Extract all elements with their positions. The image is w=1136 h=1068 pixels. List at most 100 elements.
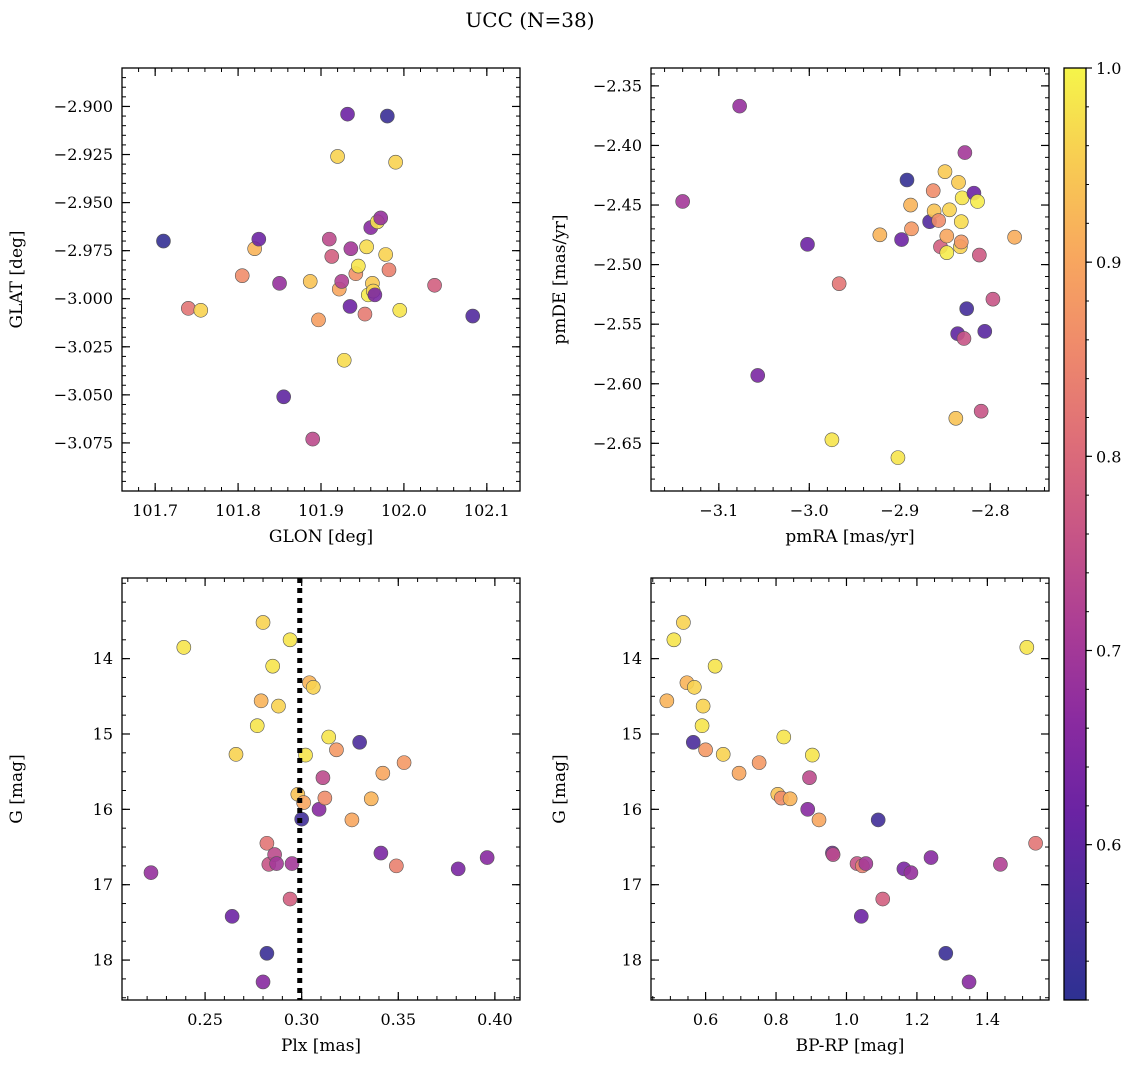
scatter-point: [381, 262, 397, 278]
scatter-point: [731, 765, 747, 781]
panel-pmra-pmde: −3.1 −3.0 −2.9 −2.8 −2.65 −2.60 −2.55 −2.50 −2.4…: [550, 67, 1050, 547]
scatter-point: [899, 172, 915, 188]
scatter-point: [282, 891, 298, 907]
y-tick-label: −3.025: [54, 337, 113, 356]
x-tick-label: 101.7: [132, 501, 178, 520]
scatter-point: [853, 909, 869, 924]
y-tick-label: 15: [93, 724, 113, 743]
y-axis-label: GLAT [deg]: [7, 230, 27, 328]
scatter-point: [253, 693, 269, 709]
x-axis-label: pmRA [mas/yr]: [785, 527, 914, 547]
scatter-point: [396, 755, 412, 770]
figure-title: UCC (N=38): [465, 8, 594, 32]
scatter-point: [993, 857, 1008, 872]
scatter-point: [875, 891, 891, 907]
x-axis-label: GLON [deg]: [269, 527, 373, 547]
y-tick-label: 15: [622, 724, 642, 743]
scatter-point: [800, 237, 815, 252]
scatter-point: [695, 698, 711, 714]
axes-frame: [121, 67, 521, 492]
scatter-point: [805, 747, 820, 763]
scatter-point: [904, 221, 919, 237]
y-tick-label: 17: [622, 875, 642, 894]
y-axis-label: pmDE [mas/yr]: [550, 214, 570, 344]
scatter-point: [388, 154, 403, 170]
y-tick-label: −2.55: [593, 315, 642, 334]
colorbar-tick-label: 0.8: [1096, 447, 1121, 466]
scatter-point: [938, 945, 954, 961]
y-tick-label: −2.50: [593, 255, 642, 274]
scatter-point: [228, 747, 244, 762]
scatter-point: [271, 698, 286, 714]
scatter-point: [375, 765, 391, 781]
scatter-point: [255, 615, 271, 630]
x-tick-label: −2.9: [880, 501, 919, 520]
scatter-point: [782, 791, 798, 807]
x-tick-label: 0.30: [284, 1010, 320, 1029]
scatter-point: [255, 974, 271, 990]
scatter-point: [344, 812, 360, 828]
x-axis-label: BP-RP [mag]: [796, 1036, 905, 1056]
scatter-point: [956, 331, 972, 346]
scatter-point: [329, 742, 344, 758]
scatter-point: [156, 233, 171, 249]
scatter-point: [352, 734, 367, 750]
panel-plx-g: 0.25 0.30 0.35 0.40 14 15 16 17 18 Plx [mas] G [ma…: [7, 577, 521, 1056]
scatter-point: [751, 755, 767, 770]
scatter-point: [931, 213, 946, 228]
x-tick-label: 101.9: [298, 501, 344, 520]
colorbar: 0.6 0.7 0.8 0.9 1.0: [1063, 59, 1121, 1001]
scatter-point: [939, 228, 955, 244]
scatter-point: [342, 299, 358, 314]
scatter-point: [321, 729, 337, 745]
scatter-point: [465, 308, 481, 324]
scatter-point: [666, 632, 682, 648]
scatter-point: [324, 249, 340, 264]
scatter-point: [872, 227, 888, 243]
scatter-point: [276, 389, 291, 405]
x-axis-label: Plx [mas]: [281, 1036, 361, 1056]
scatter-point: [800, 802, 816, 817]
scatter-point: [776, 729, 792, 745]
scatter-point: [334, 274, 350, 289]
scatter-point: [427, 277, 442, 293]
scatter-point: [970, 194, 985, 209]
scatter-point: [357, 306, 373, 322]
scatter-point: [939, 245, 955, 260]
scatter-point: [676, 615, 691, 630]
colorbar-tick-label: 0.7: [1096, 642, 1121, 661]
x-tick-label: 101.8: [215, 501, 261, 520]
scatter-point: [450, 861, 466, 877]
colorbar-tick-label: 0.6: [1096, 836, 1121, 855]
x-tick-label: −2.8: [971, 501, 1010, 520]
scatter-point: [234, 268, 250, 283]
scatter-point: [311, 312, 326, 328]
scatter-point: [659, 693, 675, 709]
scatter-point: [1028, 835, 1043, 851]
x-tick-label: 0.35: [380, 1010, 416, 1029]
y-tick-label: −2.925: [54, 145, 113, 164]
scatter-point: [903, 197, 918, 213]
scatter-point: [373, 210, 389, 226]
y-tick-label: 18: [622, 951, 642, 970]
x-tick-label: −3.1: [699, 501, 738, 520]
scatter-points: [659, 615, 1043, 990]
scatter-point: [392, 302, 408, 318]
scatter-point: [953, 214, 969, 230]
scatter-point: [1007, 229, 1022, 245]
scatter-point: [750, 368, 766, 383]
scatter-point: [953, 234, 969, 250]
y-tick-label: 16: [93, 800, 113, 819]
y-tick-label: −3.050: [54, 385, 113, 404]
scatter-point: [330, 149, 345, 164]
y-tick-label: −2.40: [593, 136, 642, 155]
scatter-point: [890, 450, 906, 465]
panel-glon-glat: 101.7 101.8 101.9 102.0 102.1 −3.075 −3.050 −3.…: [7, 67, 521, 547]
scatter-point: [825, 847, 841, 862]
scatter-point: [259, 835, 275, 851]
scatter-point: [685, 734, 701, 750]
scatter-point: [259, 945, 275, 961]
scatter-point: [973, 403, 989, 419]
scatter-point: [321, 231, 337, 247]
scatter-point: [265, 658, 280, 674]
